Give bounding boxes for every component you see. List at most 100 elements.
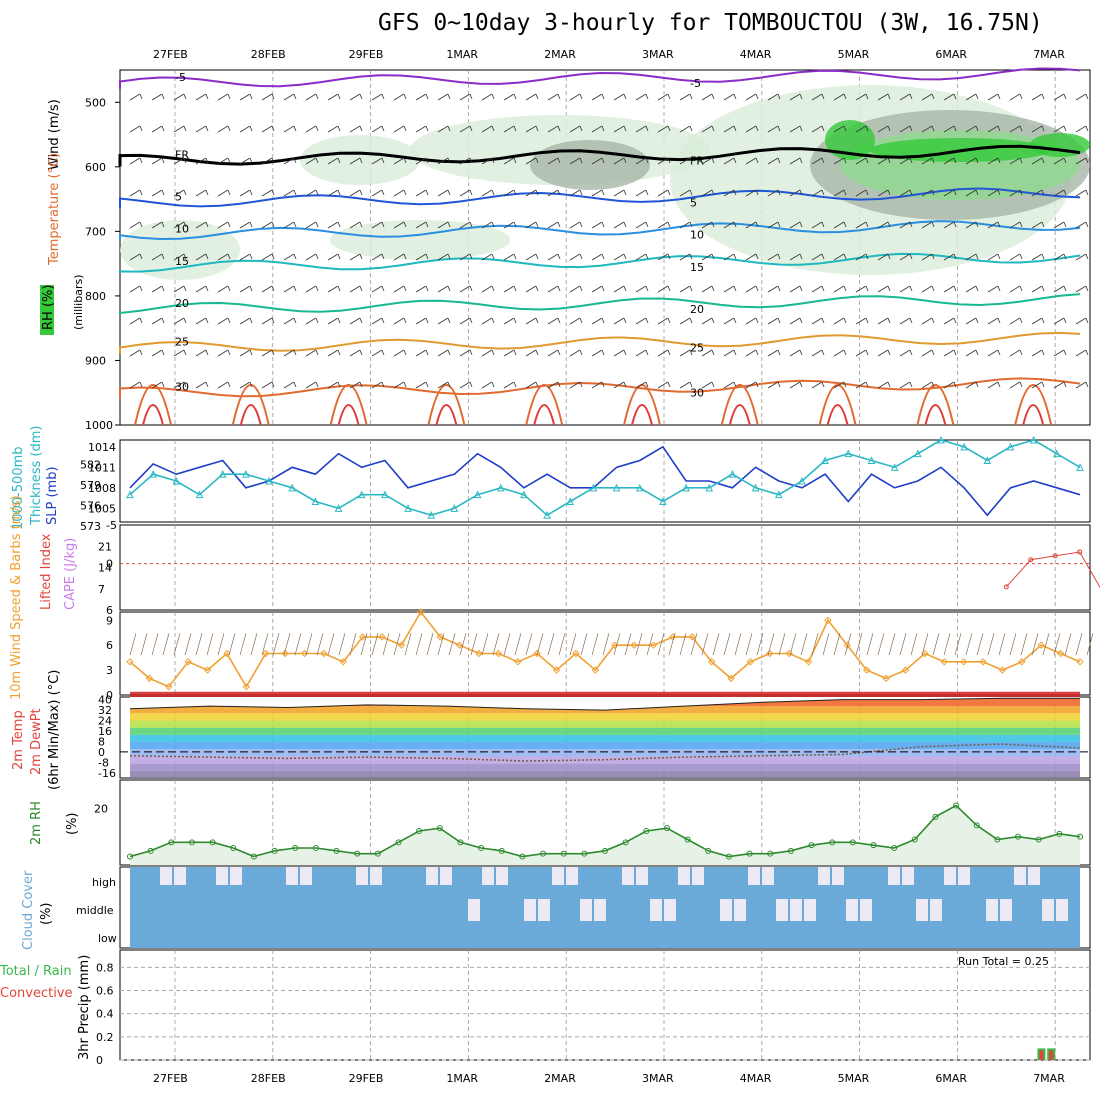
wind-barb <box>195 633 203 656</box>
wind-barb <box>1031 189 1043 197</box>
wind-barb <box>469 125 473 132</box>
heating-contour <box>435 404 458 426</box>
wind-barb <box>205 125 209 132</box>
slp-tick-label: 1011 <box>88 461 116 474</box>
wind-barb <box>315 157 319 164</box>
wind-barb <box>151 189 163 197</box>
temperature-contour <box>119 331 1081 354</box>
wind-barb <box>459 125 471 133</box>
wind-barb <box>305 221 317 229</box>
wind-barb <box>887 157 891 164</box>
wind-barb <box>271 317 275 324</box>
wind-barb <box>1053 157 1065 165</box>
wind-barb <box>899 285 911 293</box>
wind-barb <box>733 381 737 388</box>
wind-barb <box>821 125 825 132</box>
wind-barb <box>701 93 713 101</box>
wind-barb <box>459 285 471 293</box>
wind-barb <box>745 189 757 197</box>
wind-barb <box>833 633 841 656</box>
contour-label: -5 <box>175 71 186 84</box>
wind-barb <box>447 285 451 292</box>
wind-barb <box>491 189 495 196</box>
wind-barb <box>1019 93 1023 100</box>
wind-barb <box>558 633 566 656</box>
cloud-gap-high <box>748 867 760 885</box>
wind-barb <box>865 381 869 388</box>
wind-barb <box>569 189 581 197</box>
wind-barb <box>1009 189 1021 197</box>
wind-barb <box>756 633 764 656</box>
top-tick-label: 6MAR <box>935 48 967 61</box>
wind-barb <box>151 93 163 101</box>
wind-barb <box>921 189 933 197</box>
wind-barb <box>195 189 207 197</box>
wind-barb <box>1075 253 1087 261</box>
wind-barb <box>865 285 869 292</box>
wind-barb <box>425 349 429 356</box>
wind-barb <box>679 125 691 133</box>
wind-barb <box>943 157 955 165</box>
wind-barb <box>1042 633 1050 656</box>
wind-barb <box>997 157 1001 164</box>
wind-barb <box>349 253 361 261</box>
legend-temperature: Temperature (°C) <box>47 153 62 266</box>
wind-barb <box>415 189 427 197</box>
wind-barb <box>469 317 473 324</box>
wind-barb <box>877 125 889 133</box>
wind-barb <box>657 221 669 229</box>
wind-barb <box>899 349 911 357</box>
wind-barb <box>997 93 1001 100</box>
wind-barb <box>887 349 891 356</box>
wind-barb <box>315 253 319 260</box>
wind-barb <box>249 221 253 228</box>
wind-barb <box>679 157 691 165</box>
wind-barb <box>580 633 588 656</box>
wind-barb <box>591 93 603 101</box>
wind-barb <box>151 253 163 261</box>
wind-barb <box>657 633 665 656</box>
wind-barb <box>777 349 781 356</box>
wind-barb <box>151 157 163 165</box>
wind-barb <box>767 253 779 261</box>
wind-barb <box>909 381 913 388</box>
bottom-tick-label: 6MAR <box>935 1072 967 1085</box>
wind-barb <box>777 285 781 292</box>
wind-barb <box>789 381 801 389</box>
wind-barb <box>525 93 537 101</box>
wind-barb <box>437 253 449 261</box>
wind-barb <box>513 285 517 292</box>
wind-barb <box>151 317 163 325</box>
wind-barb <box>975 157 979 164</box>
wind-barb <box>315 317 319 324</box>
wind-barb <box>1085 253 1089 260</box>
wind-barb <box>239 633 247 656</box>
wind-barb <box>184 633 192 656</box>
wind-barb <box>811 349 823 357</box>
wind-barb <box>227 253 231 260</box>
wind-barb <box>789 221 801 229</box>
wind-barb <box>921 349 933 357</box>
wind-speed-point <box>320 649 328 658</box>
wind-barb <box>315 221 319 228</box>
wind-barb <box>1041 253 1045 260</box>
wind-barb <box>227 381 231 388</box>
wind-barb <box>679 285 691 293</box>
wind-barb <box>899 253 911 261</box>
wind-barb <box>965 349 977 357</box>
wind-barb <box>789 125 801 133</box>
wind-barb <box>711 93 715 100</box>
wind-barb <box>987 93 999 101</box>
wind-barb <box>579 157 583 164</box>
wind-barb <box>689 349 693 356</box>
wind-barb <box>997 125 1001 132</box>
wind-barb <box>689 285 693 292</box>
wind-barb <box>261 125 273 133</box>
wind-barb <box>139 221 143 228</box>
wind-barb <box>998 633 1006 656</box>
wind-barb <box>513 349 517 356</box>
wind-barb <box>359 381 363 388</box>
wind-barb <box>349 189 361 197</box>
wind-barb <box>822 633 830 656</box>
wind-barb <box>151 125 163 133</box>
